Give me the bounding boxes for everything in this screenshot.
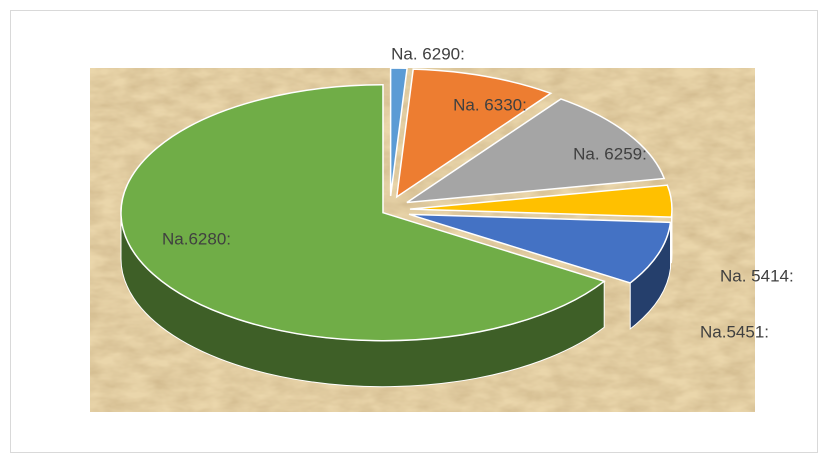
pie [120, 67, 673, 388]
slice [406, 98, 666, 204]
data-label: Na.6280: [162, 229, 231, 248]
slice [120, 83, 606, 342]
data-label: Na. 6330: [453, 95, 527, 114]
data-label: Na.5451: [700, 322, 769, 341]
slice [408, 213, 672, 284]
slice [395, 68, 553, 199]
data-label: Na. 6290: [391, 44, 465, 63]
slice [409, 184, 673, 218]
data-label: Na. 5414: [720, 266, 794, 285]
data-label: Na. 6259: [573, 144, 647, 163]
slice [389, 67, 408, 197]
